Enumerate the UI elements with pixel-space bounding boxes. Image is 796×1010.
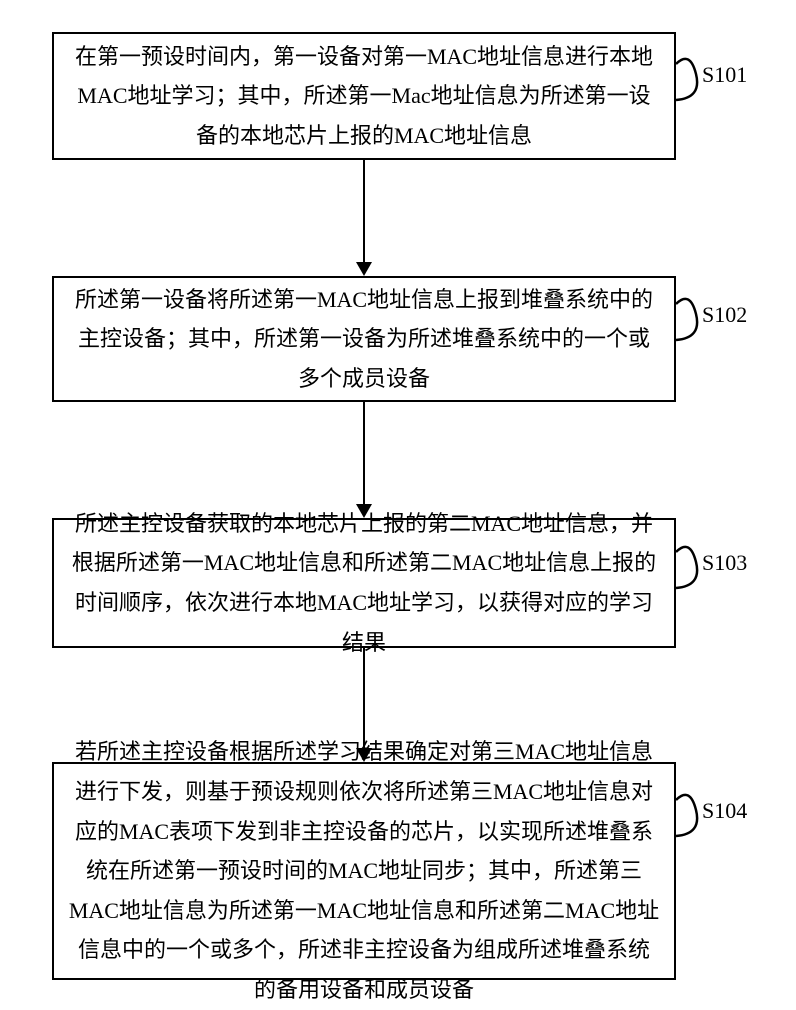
step-box-s103: 所述主控设备获取的本地芯片上报的第二MAC地址信息，并根据所述第一MAC地址信息… <box>52 518 676 648</box>
arrow-head-s101-s102 <box>356 262 372 276</box>
step-text-s103: 所述主控设备获取的本地芯片上报的第二MAC地址信息，并根据所述第一MAC地址信息… <box>68 504 660 662</box>
step-box-s101: 在第一预设时间内，第一设备对第一MAC地址信息进行本地MAC地址学习；其中，所述… <box>52 32 676 160</box>
flowchart-canvas: 在第一预设时间内，第一设备对第一MAC地址信息进行本地MAC地址学习；其中，所述… <box>0 0 796 1000</box>
step-curve-s104 <box>676 792 704 842</box>
step-label-s101: S101 <box>702 62 747 88</box>
step-text-s102: 所述第一设备将所述第一MAC地址信息上报到堆叠系统中的主控设备；其中，所述第一设… <box>68 280 660 399</box>
step-label-s102: S102 <box>702 302 747 328</box>
step-text-s101: 在第一预设时间内，第一设备对第一MAC地址信息进行本地MAC地址学习；其中，所述… <box>68 37 660 156</box>
step-text-s104: 若所述主控设备根据所述学习结果确定对第三MAC地址信息进行下发，则基于预设规则依… <box>68 732 660 1009</box>
arrow-s101-s102 <box>363 160 365 264</box>
step-label-s104: S104 <box>702 798 747 824</box>
step-curve-s102 <box>676 296 704 346</box>
arrow-s102-s103 <box>363 402 365 506</box>
step-label-s103: S103 <box>702 550 747 576</box>
step-curve-s101 <box>676 56 704 106</box>
step-box-s102: 所述第一设备将所述第一MAC地址信息上报到堆叠系统中的主控设备；其中，所述第一设… <box>52 276 676 402</box>
step-box-s104: 若所述主控设备根据所述学习结果确定对第三MAC地址信息进行下发，则基于预设规则依… <box>52 762 676 980</box>
step-curve-s103 <box>676 544 704 594</box>
